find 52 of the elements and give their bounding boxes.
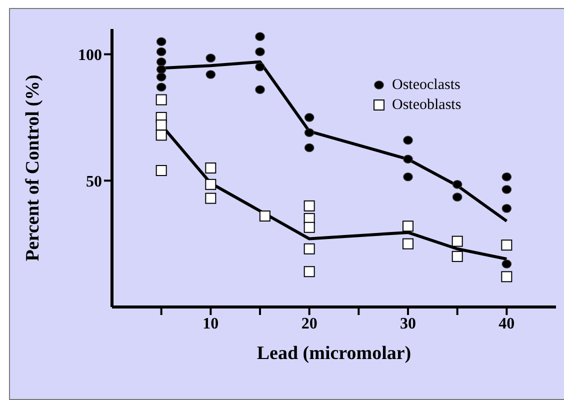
legend-label: Osteoclasts (392, 76, 460, 94)
point (255, 32, 265, 41)
y-tick-label: 50 (86, 173, 102, 190)
point (403, 136, 413, 145)
point (156, 47, 166, 56)
point (156, 65, 166, 74)
point (502, 172, 512, 182)
x-axis-title: Lead (micromolar) (256, 343, 412, 364)
x-tick-label: 10 (202, 315, 219, 332)
y-tick-label: 100 (78, 46, 102, 64)
point (403, 172, 413, 182)
point (304, 266, 315, 278)
point (452, 250, 463, 262)
x-tick-label: 30 (400, 315, 416, 332)
point (304, 243, 315, 254)
point (502, 185, 512, 194)
point (501, 271, 512, 282)
point (402, 238, 414, 250)
point (156, 57, 166, 66)
point (156, 120, 167, 131)
point (502, 260, 512, 268)
legend-label: Osteoblasts (392, 96, 462, 114)
point (206, 54, 216, 62)
y-axis-title: Percent of Control (%) (22, 74, 44, 262)
x-tick-label: 40 (498, 315, 515, 332)
point (259, 210, 270, 222)
point (205, 162, 216, 174)
point (304, 222, 315, 233)
point (501, 240, 512, 251)
point (452, 192, 462, 202)
point (304, 128, 314, 138)
point (255, 62, 265, 72)
point (403, 154, 413, 164)
point (156, 37, 166, 46)
point (452, 236, 463, 247)
point (255, 47, 265, 56)
point (156, 165, 167, 176)
point (156, 82, 166, 92)
point (304, 200, 315, 212)
x-tick-label: 20 (301, 315, 318, 332)
point (205, 192, 216, 204)
point (502, 204, 512, 213)
point (304, 113, 314, 122)
point (452, 180, 462, 189)
point (156, 130, 167, 141)
point (205, 178, 216, 190)
point (304, 143, 314, 152)
point (255, 85, 265, 94)
point (402, 220, 414, 232)
point (156, 72, 166, 82)
point (206, 70, 216, 79)
point (156, 94, 167, 106)
